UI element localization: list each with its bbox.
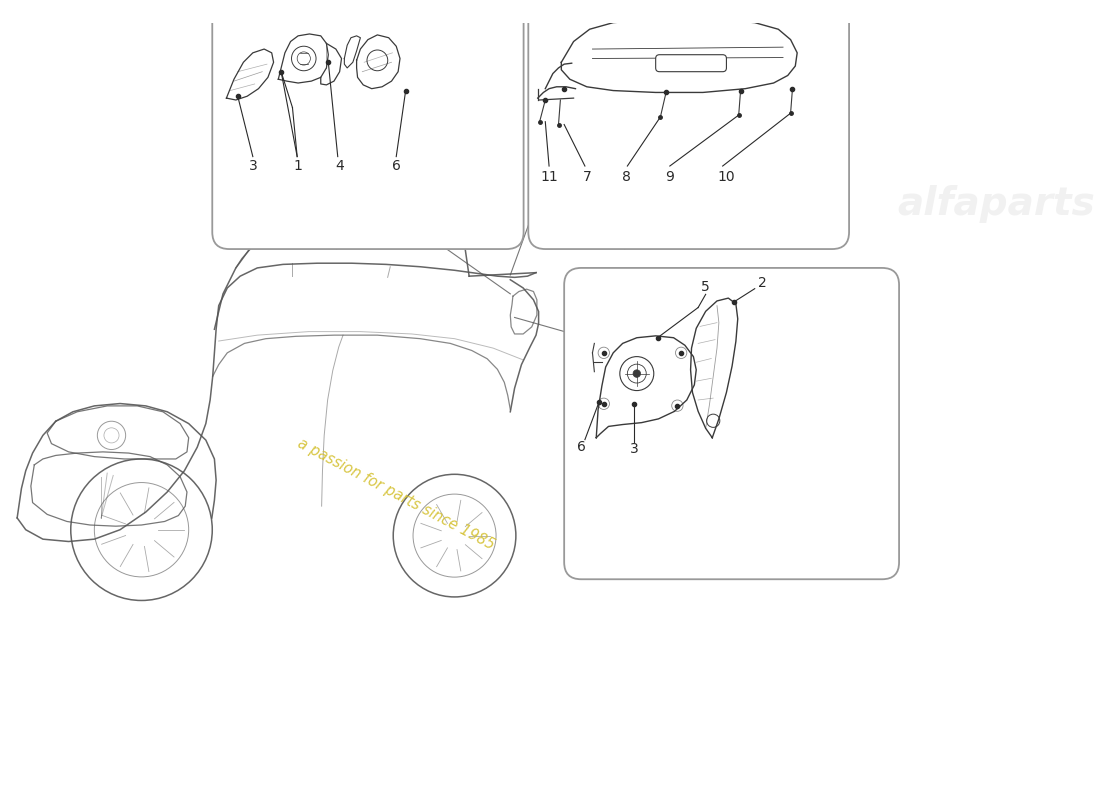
Text: 2: 2: [758, 276, 767, 290]
FancyBboxPatch shape: [212, 0, 524, 249]
FancyBboxPatch shape: [656, 54, 726, 72]
FancyBboxPatch shape: [528, 0, 849, 249]
Text: 9: 9: [666, 170, 674, 184]
Text: 4: 4: [336, 159, 344, 173]
Text: alfaparts: alfaparts: [898, 185, 1096, 222]
FancyBboxPatch shape: [564, 268, 899, 579]
Text: 10: 10: [717, 170, 735, 184]
Text: 8: 8: [621, 170, 631, 184]
Text: 3: 3: [249, 159, 257, 173]
Circle shape: [632, 370, 640, 378]
Text: 1: 1: [294, 159, 302, 173]
Text: 5: 5: [702, 280, 710, 294]
Text: 6: 6: [576, 440, 585, 454]
Text: 3: 3: [629, 442, 638, 456]
Text: 11: 11: [540, 170, 558, 184]
Text: a passion for parts since 1985: a passion for parts since 1985: [295, 436, 497, 553]
Text: 7: 7: [582, 170, 591, 184]
Text: 6: 6: [392, 159, 400, 173]
